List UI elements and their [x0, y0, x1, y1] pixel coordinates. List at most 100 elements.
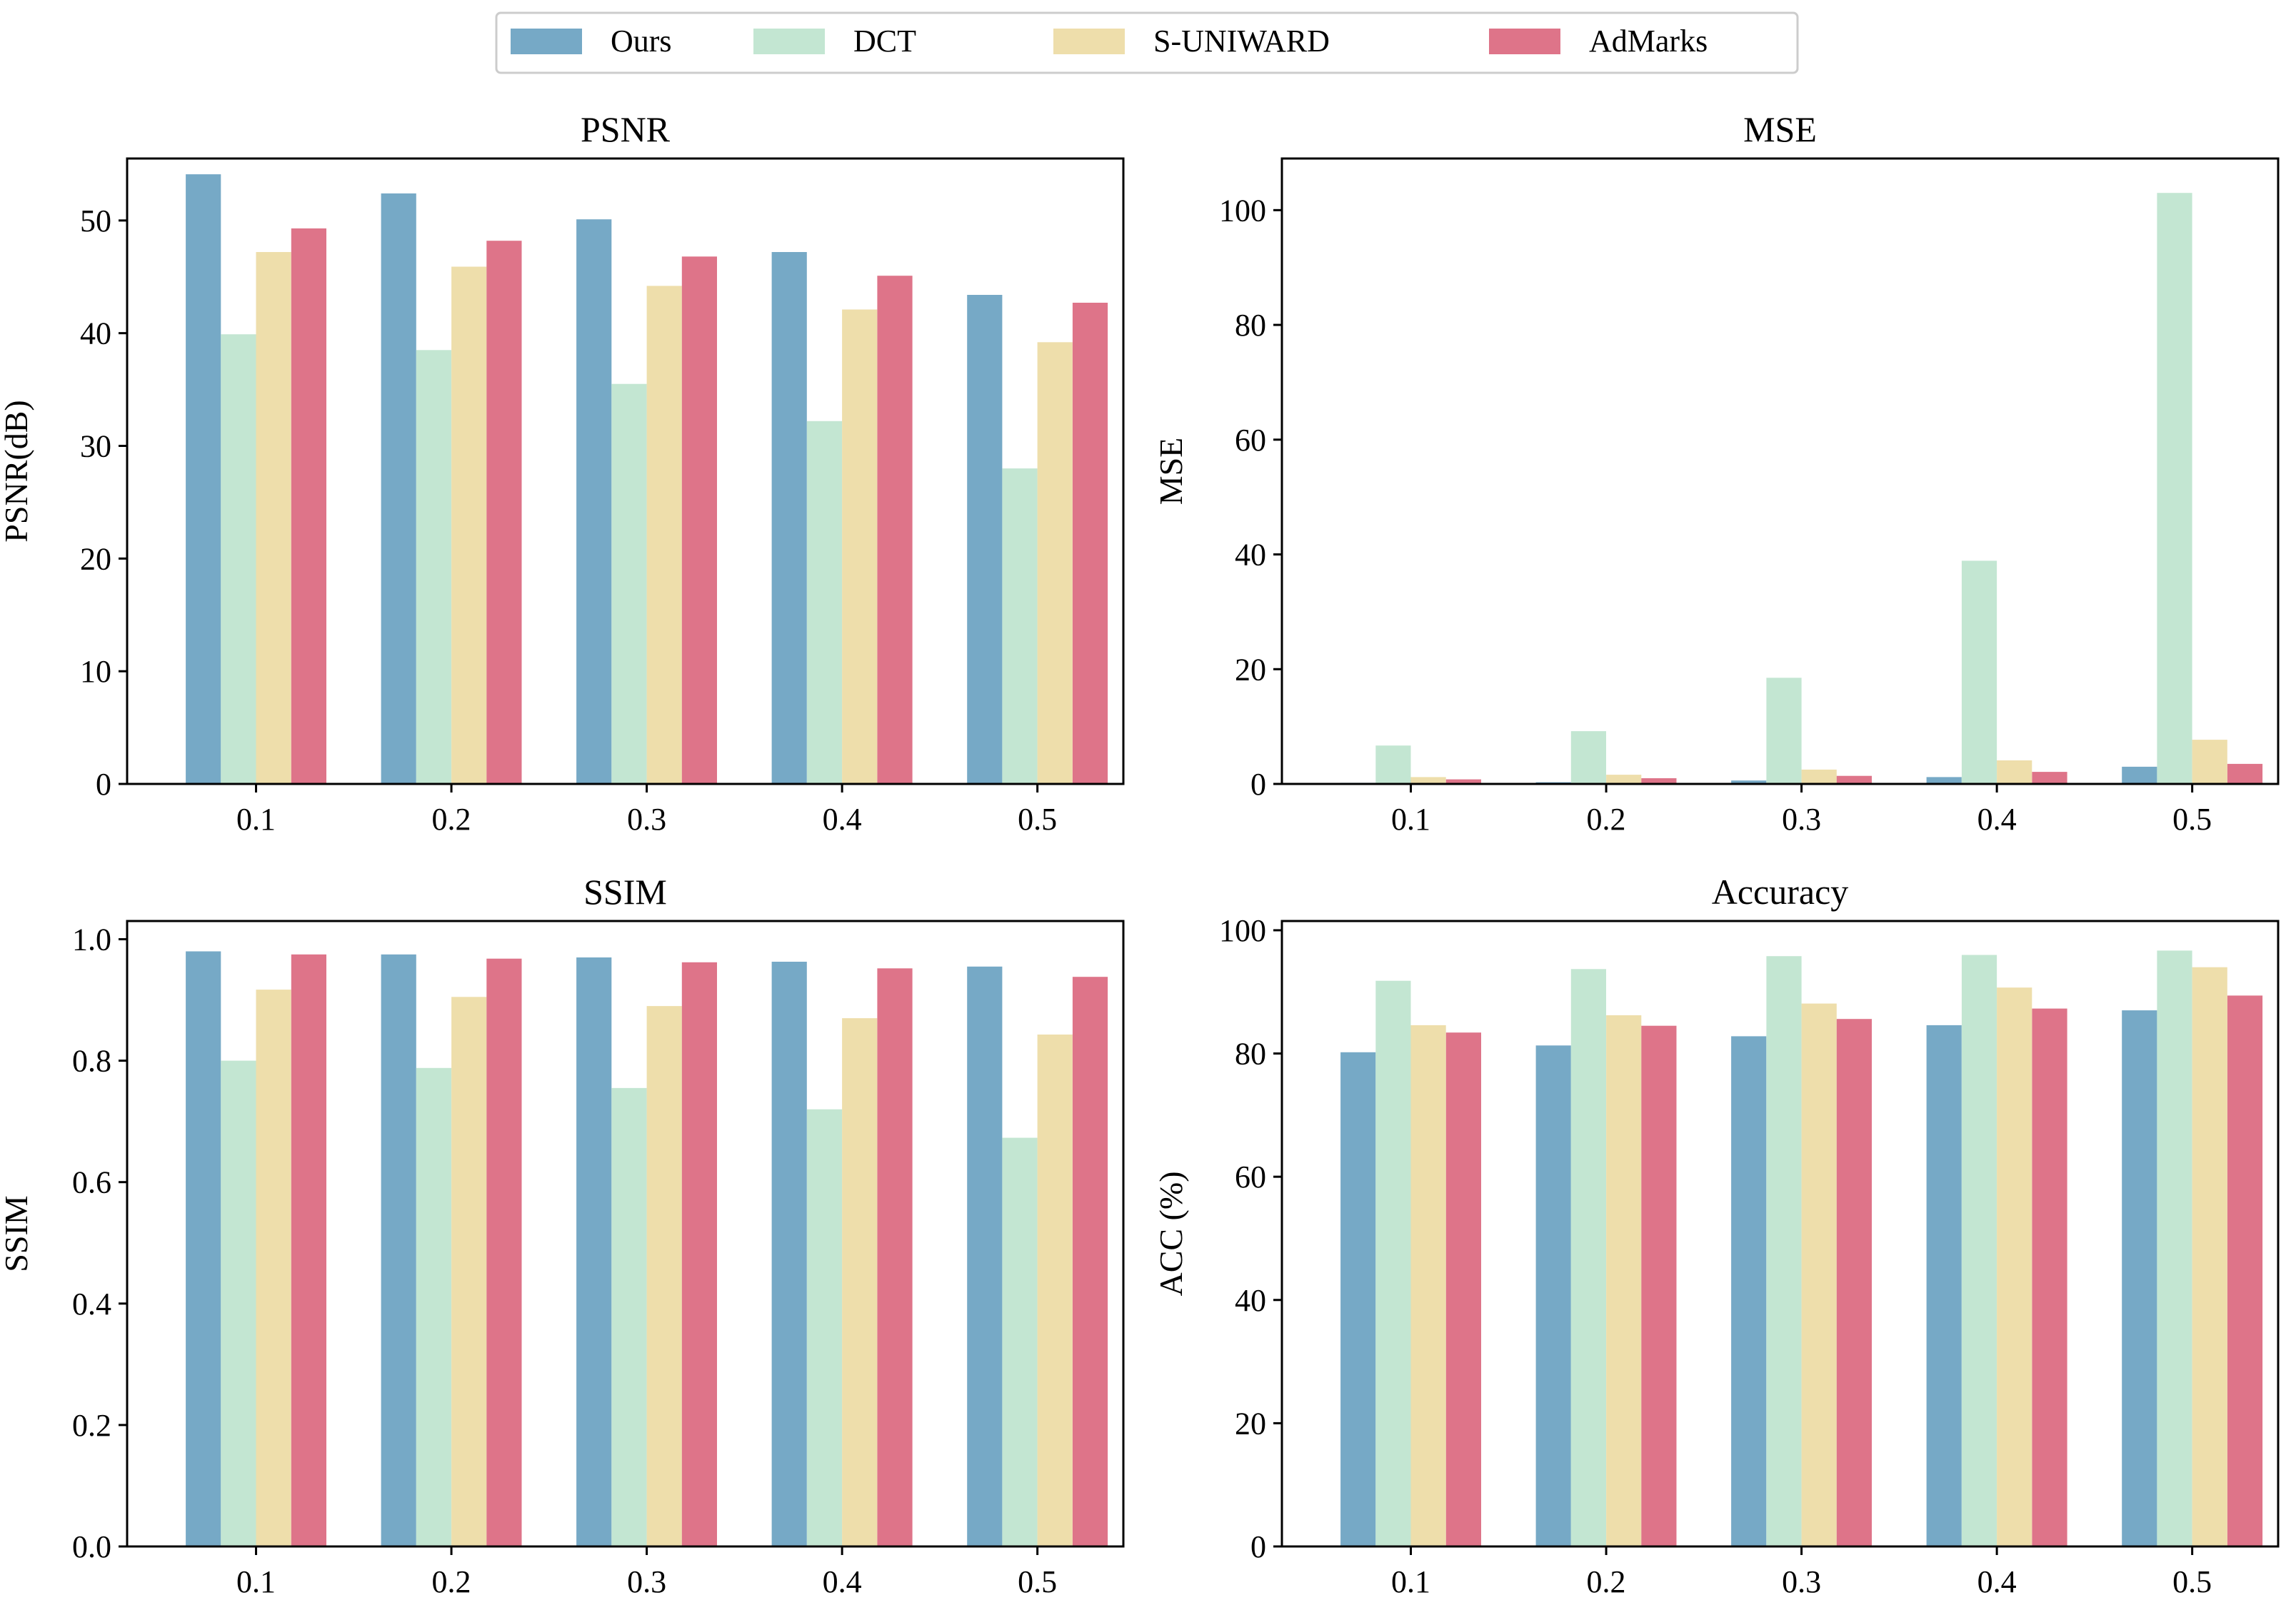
bar-2-4 — [806, 1109, 843, 1546]
bar-4-3 — [681, 256, 717, 784]
bar-1-5 — [967, 295, 1003, 784]
legend-label: AdMarks — [1589, 24, 1708, 59]
bar-3-1 — [256, 252, 291, 784]
bar-1-3 — [576, 219, 612, 784]
bar-4-4 — [877, 276, 913, 784]
y-tick-label: 100 — [1219, 193, 1266, 228]
bar-4-2 — [1641, 1025, 1677, 1546]
bar-2-1 — [221, 334, 256, 784]
bar-1-3 — [1731, 780, 1767, 784]
bar-3-5 — [1037, 1035, 1073, 1546]
bar-4-2 — [486, 241, 522, 784]
x-tick-label: 0.1 — [1391, 802, 1430, 837]
y-tick-label: 100 — [1219, 913, 1266, 948]
x-tick-label: 0.5 — [1018, 802, 1057, 837]
bar-3-5 — [2192, 967, 2227, 1546]
plot-frame — [126, 920, 1125, 1548]
x-tick-label: 0.5 — [2172, 1564, 2212, 1599]
legend-swatch — [511, 29, 582, 54]
bar-4-2 — [486, 958, 522, 1546]
y-tick-label: 20 — [80, 541, 111, 576]
y-tick-label: 40 — [1235, 538, 1266, 573]
bar-4-4 — [877, 968, 913, 1546]
bar-4-4 — [2032, 1008, 2067, 1546]
legend-entry-4: AdMarks — [1489, 24, 1708, 59]
legend-entry-2: DCT — [753, 24, 916, 59]
bar-3-2 — [1606, 1015, 1642, 1546]
chart-title: SSIM — [583, 872, 667, 912]
y-axis-label: PSNR(dB) — [0, 400, 34, 542]
bar-4-2 — [1641, 778, 1677, 784]
y-tick-label: 80 — [1235, 308, 1266, 343]
y-tick-label: 0 — [1250, 767, 1266, 802]
chart-panel-1: 0 10 20 30 40 50 0.1 0.2 0.3 0.4 0.5 PSNR PSNR(dB) — [0, 109, 1125, 837]
bar-4-1 — [291, 228, 326, 784]
legend-swatch — [1489, 29, 1560, 54]
bar-4-3 — [681, 962, 717, 1546]
y-tick-label: 0.2 — [72, 1408, 111, 1443]
y-tick-label: 60 — [1235, 423, 1266, 458]
bar-3-4 — [842, 309, 878, 784]
bar-1-2 — [381, 193, 416, 784]
x-tick-label: 0.5 — [2172, 802, 2212, 837]
bar-3-1 — [1410, 777, 1446, 784]
bar-3-3 — [1801, 769, 1837, 784]
y-axis-label: SSIM — [0, 1195, 34, 1272]
y-tick-label: 80 — [1235, 1037, 1266, 1072]
bar-3-1 — [256, 990, 291, 1546]
x-tick-label: 0.2 — [1587, 802, 1626, 837]
bar-2-3 — [1766, 956, 1802, 1546]
chart-panel-3: 0.0 0.2 0.4 0.6 0.8 1.0 0.1 0.2 0.3 0.4 0.5 SSIM SSI… — [0, 872, 1125, 1599]
bar-2-3 — [1766, 678, 1802, 784]
bar-1-1 — [186, 174, 221, 785]
legend-entry-1: Ours — [511, 24, 672, 59]
bar-1-2 — [381, 954, 416, 1546]
bar-4-5 — [2227, 763, 2263, 784]
bar-1-1 — [186, 951, 221, 1546]
legend-swatch — [753, 29, 825, 54]
bar-1-5 — [2122, 1010, 2157, 1546]
y-tick-label: 0 — [1250, 1529, 1266, 1564]
y-axis-label: MSE — [1153, 438, 1189, 505]
bar-4-5 — [2227, 995, 2263, 1546]
plot-frame — [1280, 157, 2280, 785]
bar-1-3 — [1731, 1036, 1767, 1546]
legend: Ours DCT S-UNIWARD AdMarks — [495, 11, 1799, 74]
bar-3-2 — [451, 997, 487, 1546]
bar-2-3 — [611, 1087, 647, 1546]
bar-2-3 — [611, 383, 647, 784]
y-axis-label: ACC (%) — [1153, 1171, 1189, 1296]
bar-4-1 — [1445, 779, 1481, 784]
bar-4-5 — [1072, 303, 1108, 784]
y-tick-label: 20 — [1235, 652, 1266, 687]
bar-1-4 — [771, 252, 807, 784]
legend-label: DCT — [853, 24, 916, 59]
legend-box — [495, 11, 1799, 74]
legend-label: Ours — [611, 24, 672, 59]
chart-panels: 0 10 20 30 40 50 0.1 0.2 0.3 0.4 0.5 PSNR PSNR(dB) 0 2… — [0, 109, 2280, 1599]
bar-3-1 — [1410, 1025, 1446, 1546]
x-tick-label: 0.3 — [627, 1564, 666, 1599]
chart-title: Accuracy — [1712, 872, 1849, 912]
x-tick-label: 0.3 — [1782, 1564, 1821, 1599]
x-tick-label: 0.4 — [823, 1564, 862, 1599]
y-tick-label: 30 — [80, 428, 111, 463]
bar-2-5 — [2157, 193, 2192, 784]
y-tick-label: 0.8 — [72, 1044, 111, 1079]
bar-2-5 — [1002, 1137, 1038, 1546]
y-tick-label: 1.0 — [72, 922, 111, 957]
bar-2-1 — [221, 1060, 256, 1546]
bar-2-2 — [416, 350, 451, 784]
bar-1-5 — [967, 966, 1003, 1546]
x-tick-label: 0.1 — [236, 802, 276, 837]
x-tick-label: 0.4 — [823, 802, 862, 837]
plot-frame — [1280, 920, 2280, 1548]
chart-panel-2: 0 20 40 60 80 100 0.1 0.2 0.3 0.4 0.5 MSE MSE — [1153, 109, 2280, 837]
x-tick-label: 0.1 — [236, 1564, 276, 1599]
bar-2-1 — [1375, 745, 1411, 784]
bar-4-1 — [291, 954, 326, 1546]
bar-4-3 — [1836, 1019, 1872, 1546]
bar-3-2 — [1606, 775, 1642, 784]
bar-2-2 — [416, 1067, 451, 1546]
